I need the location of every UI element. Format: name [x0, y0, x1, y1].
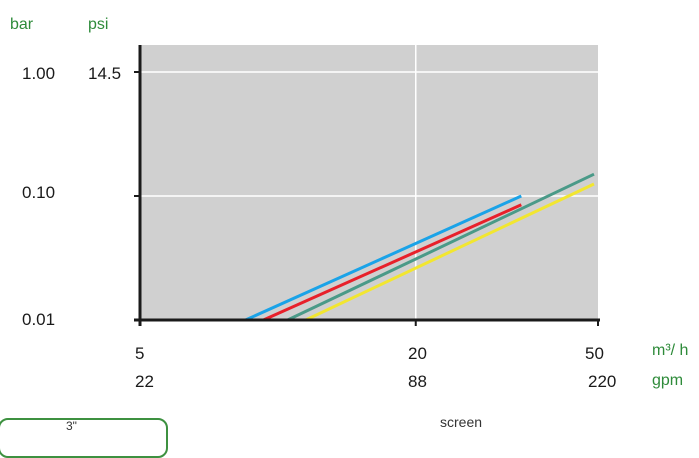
size-tag-box: 3" [0, 418, 168, 458]
series-line-1 [244, 194, 522, 322]
y-unit-psi: psi [88, 16, 109, 33]
x-tick-secondary-2: 88 [408, 372, 427, 391]
y-tick-bar-1: 1.00 [22, 64, 56, 83]
plot-area [140, 45, 598, 320]
screen-label: screen [440, 414, 483, 430]
axes [134, 45, 600, 326]
grid-lines [140, 45, 598, 320]
series-lines [244, 172, 595, 322]
size-tag-text: 3" [66, 419, 77, 433]
x-unit-secondary: gpm [652, 372, 684, 389]
series-line-3 [286, 172, 595, 322]
x-tick-secondary-3: 220 [588, 372, 617, 391]
series-line-4 [305, 182, 595, 322]
x-unit-primary: m³/ h [652, 342, 689, 359]
x-tick-secondary-1: 22 [135, 372, 154, 391]
x-tick-primary-2: 20 [408, 344, 427, 363]
y-unit-bar: bar [10, 16, 34, 33]
y-tick-bar-3: 0.01 [22, 310, 56, 329]
series-line-2 [262, 203, 522, 322]
y-tick-psi-1: 14.5 [88, 64, 122, 83]
x-tick-primary-1: 5 [135, 344, 145, 363]
pressure-loss-chart [134, 45, 600, 326]
y-tick-bar-2: 0.10 [22, 183, 56, 202]
x-tick-primary-3: 50 [585, 344, 604, 363]
